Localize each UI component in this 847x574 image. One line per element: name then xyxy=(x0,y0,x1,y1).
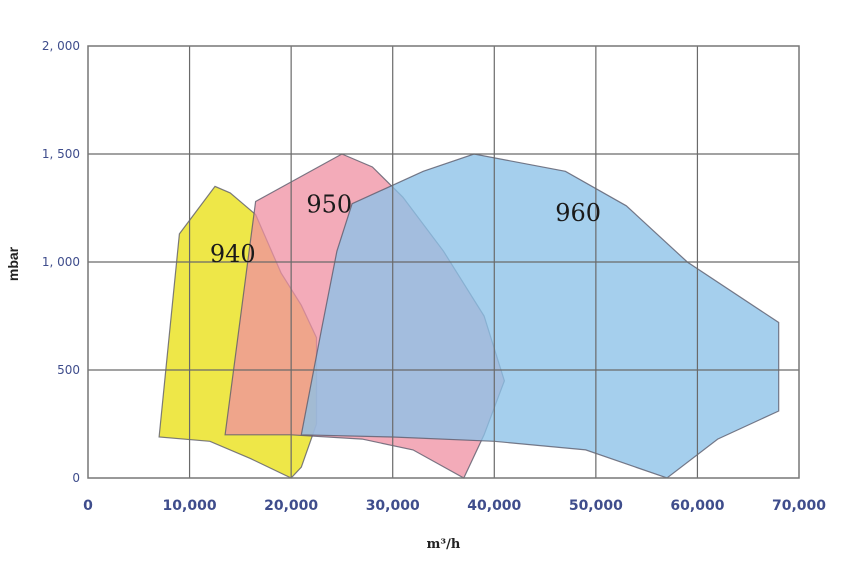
y-tick-label: 2, 000 xyxy=(42,39,80,53)
region-labels: 940 950 960 xyxy=(210,190,601,268)
region-label-940: 940 xyxy=(210,240,256,268)
x-tick-label: 50,000 xyxy=(569,498,623,514)
x-tick-label: 40,000 xyxy=(467,498,521,514)
chart-grid xyxy=(88,46,799,478)
plot-frame xyxy=(87,45,800,479)
tick-labels: 0 10,000 20,000 30,000 40,000 50,000 60,000 70,… xyxy=(42,39,826,514)
x-tick-label: 10,000 xyxy=(163,498,217,514)
y-tick-label: 0 xyxy=(72,471,80,485)
region-label-960: 960 xyxy=(555,199,601,227)
y-tick-label: 1, 000 xyxy=(42,255,80,269)
chart-regions xyxy=(158,153,780,479)
y-tick-label: 1, 500 xyxy=(42,147,80,161)
x-tick-label: 0 xyxy=(83,498,93,514)
x-tick-label: 20,000 xyxy=(264,498,318,514)
x-tick-label: 30,000 xyxy=(366,498,420,514)
y-axis-label: mbar xyxy=(5,246,21,281)
y-tick-label: 500 xyxy=(57,363,80,377)
x-tick-label: 60,000 xyxy=(670,498,724,514)
region-label-950: 950 xyxy=(306,190,352,218)
region-960 xyxy=(300,153,780,479)
x-tick-label: 70,000 xyxy=(772,498,826,514)
x-axis-label: m³/h xyxy=(427,537,461,552)
